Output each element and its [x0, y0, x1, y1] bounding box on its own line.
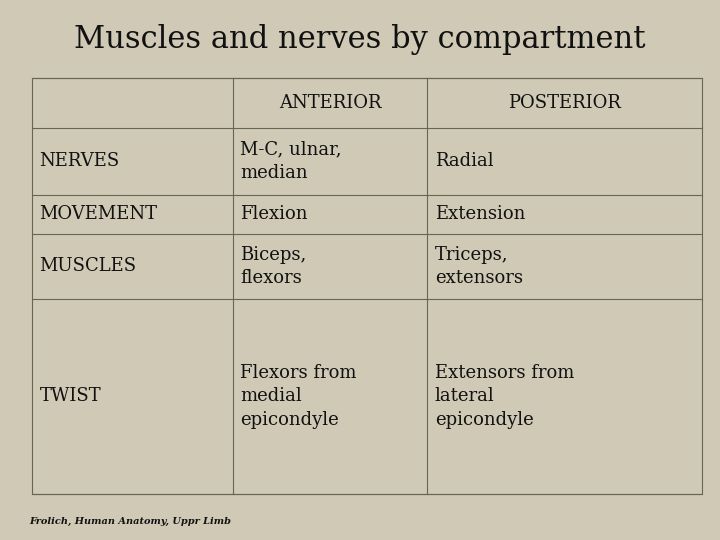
Text: Extensors from
lateral
epicondyle: Extensors from lateral epicondyle	[435, 364, 574, 429]
Text: Triceps,
extensors: Triceps, extensors	[435, 246, 523, 287]
Text: Frolich, Human Anatomy, Uppr Limb: Frolich, Human Anatomy, Uppr Limb	[29, 517, 231, 526]
Text: NERVES: NERVES	[40, 152, 120, 171]
Text: Biceps,
flexors: Biceps, flexors	[240, 246, 307, 287]
Text: Flexion: Flexion	[240, 206, 308, 224]
Bar	[32, 78, 702, 494]
Text: Radial: Radial	[435, 152, 493, 171]
Text: Flexors from
medial
epicondyle: Flexors from medial epicondyle	[240, 364, 357, 429]
Text: Muscles and nerves by compartment: Muscles and nerves by compartment	[74, 24, 646, 55]
Text: MOVEMENT: MOVEMENT	[40, 206, 158, 224]
Text: Extension: Extension	[435, 206, 525, 224]
Text: M-C, ulnar,
median: M-C, ulnar, median	[240, 140, 342, 183]
Text: POSTERIOR: POSTERIOR	[508, 94, 621, 112]
Text: TWIST: TWIST	[40, 387, 102, 406]
Text: ANTERIOR: ANTERIOR	[279, 94, 382, 112]
Text: MUSCLES: MUSCLES	[40, 258, 137, 275]
